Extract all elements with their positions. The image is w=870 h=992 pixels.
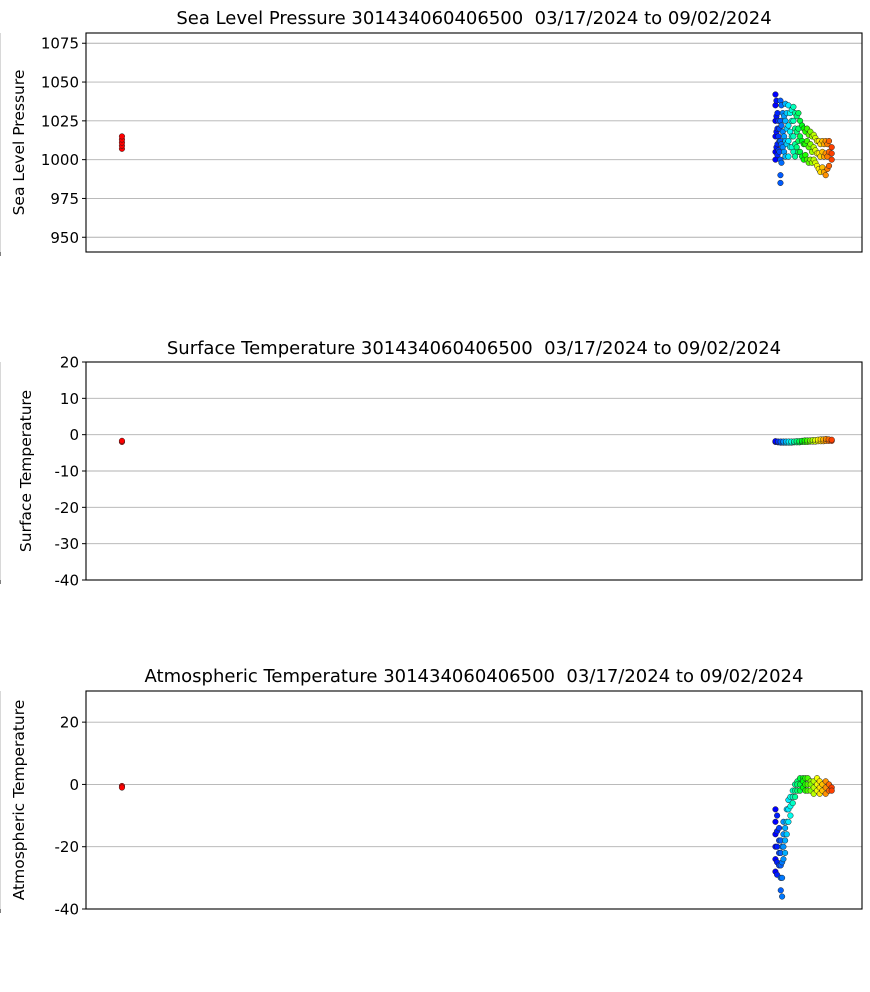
subplot-1: 08/1/1809/1/1810/1/1811/1/1812/1/1801/1/…	[0, 0, 863, 256]
outlier-point	[118, 133, 126, 140]
data-point	[782, 849, 789, 856]
data-point	[772, 806, 779, 813]
y-tick-label: -40	[55, 901, 80, 919]
y-tick-label: -10	[55, 463, 80, 481]
data-point	[790, 103, 797, 110]
subplot-2: 08/1/1809/1/1810/1/1811/1/1812/1/1801/1/…	[0, 0, 863, 590]
data-point	[780, 843, 787, 850]
data-point	[828, 144, 835, 151]
y-tick-label: -30	[55, 535, 80, 553]
data-point	[774, 812, 781, 819]
data-point	[825, 137, 833, 145]
y-tick-label: 1050	[41, 74, 79, 92]
data-point	[822, 172, 829, 179]
data-point	[780, 856, 787, 863]
data-point	[777, 179, 784, 186]
data-point	[790, 117, 797, 124]
chart-title: Surface Temperature 301434060406500 03/1…	[167, 338, 781, 359]
data-point	[792, 793, 799, 800]
outlier-point	[118, 784, 126, 791]
data-point	[774, 110, 781, 117]
axes-frame	[85, 690, 863, 910]
axes-frame	[85, 361, 863, 581]
data-point	[779, 874, 786, 881]
data-point	[828, 150, 835, 157]
data-point	[785, 137, 792, 145]
axes-frame	[85, 32, 863, 253]
data-point	[776, 824, 783, 832]
data-points	[118, 435, 835, 446]
y-tick-label: 20	[60, 354, 79, 372]
data-point	[790, 133, 797, 140]
y-tick-label: 10	[60, 390, 79, 408]
data-point	[785, 122, 792, 129]
data-point	[787, 812, 794, 819]
y-axis-label: Surface Temperature	[17, 390, 35, 552]
data-point	[792, 153, 799, 160]
chart-title: Sea Level Pressure 301434060406500 03/17…	[176, 8, 771, 29]
y-tick-label: 950	[50, 229, 79, 247]
subplot-3: 08/1/1809/1/1810/1/1811/1/1812/1/1801/1/…	[0, 0, 863, 919]
data-point	[782, 117, 789, 124]
y-axis-label: Atmospheric Temperature	[10, 700, 28, 901]
data-point	[782, 824, 789, 832]
data-point	[795, 110, 802, 117]
data-point	[785, 153, 792, 160]
data-point	[772, 91, 779, 98]
data-point	[828, 787, 835, 794]
y-tick-label: -40	[55, 572, 80, 590]
data-point	[785, 818, 792, 825]
data-point	[777, 172, 784, 179]
data-point	[828, 436, 835, 443]
y-tick-label: 1075	[41, 35, 79, 53]
outlier-point	[118, 437, 126, 444]
data-point	[779, 893, 786, 900]
y-tick-label: -20	[55, 838, 80, 856]
y-tick-label: 20	[60, 714, 79, 732]
data-point	[783, 831, 790, 838]
y-tick-label: 1000	[41, 151, 79, 169]
data-point	[828, 156, 835, 163]
data-point	[782, 837, 789, 844]
chart-title: Atmospheric Temperature 301434060406500 …	[145, 666, 804, 687]
data-point	[777, 887, 784, 894]
data-points	[118, 91, 835, 186]
y-tick-label: 0	[69, 426, 79, 444]
data-points	[118, 775, 835, 900]
data-point	[778, 159, 785, 166]
y-tick-label: 975	[50, 190, 79, 208]
y-tick-label: 0	[69, 776, 79, 794]
data-point	[778, 122, 785, 129]
y-axis-label: Sea Level Pressure	[10, 70, 28, 216]
data-point	[772, 818, 779, 825]
data-point	[789, 800, 796, 807]
y-tick-label: -20	[55, 499, 80, 517]
data-point	[825, 162, 833, 169]
y-tick-label: 1025	[41, 112, 79, 130]
